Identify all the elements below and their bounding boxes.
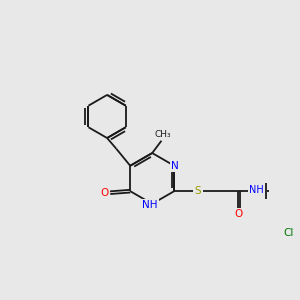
- Text: CH₃: CH₃: [155, 130, 171, 139]
- Text: O: O: [101, 188, 109, 198]
- Text: S: S: [194, 186, 201, 196]
- Text: N: N: [171, 161, 179, 171]
- Text: NH: NH: [142, 200, 158, 210]
- Text: Cl: Cl: [283, 228, 293, 238]
- Text: O: O: [235, 209, 243, 219]
- Text: NH: NH: [249, 185, 264, 195]
